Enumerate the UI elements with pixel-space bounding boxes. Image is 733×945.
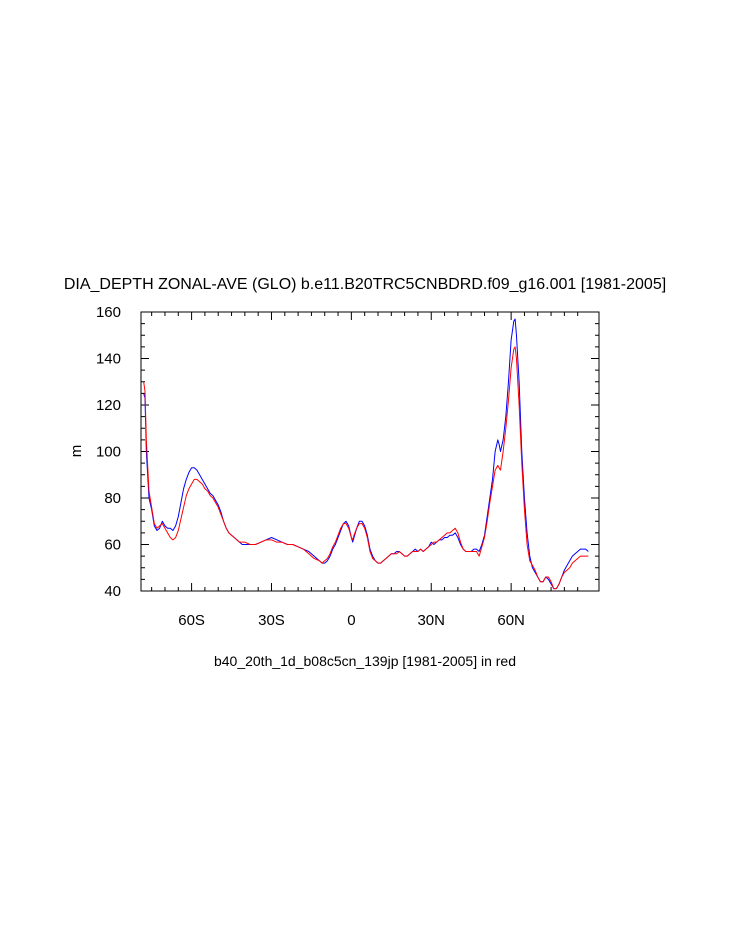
x-tick-label: 60N — [497, 612, 525, 629]
minor-ticks — [141, 312, 599, 591]
x-tick-label: 30N — [417, 612, 445, 629]
y-tick-label: 140 — [96, 351, 121, 368]
x-tick-label: 0 — [347, 612, 355, 629]
chart-title: DIA_DEPTH ZONAL-AVE (GLO) b.e11.B20TRC5C… — [64, 276, 666, 293]
series-line-2 — [143, 346, 589, 590]
x-tick-label: 30S — [258, 612, 285, 629]
y-tick-label: 40 — [104, 583, 121, 600]
y-tick-label: 160 — [96, 304, 121, 321]
y-axis-label: m — [68, 445, 85, 458]
y-tick-label: 100 — [96, 444, 121, 461]
tick-labels: 60S 30S 0 30N 60N 40 60 80 100 120 140 160 — [96, 304, 525, 629]
chart-caption: b40_20th_1d_b08c5cn_139jp [1981-2005] in… — [214, 653, 516, 669]
x-tick-label: 60S — [178, 612, 205, 629]
series-lines — [143, 318, 589, 590]
y-tick-label: 120 — [96, 397, 121, 414]
y-tick-label: 60 — [104, 537, 121, 554]
y-tick-label: 80 — [104, 490, 121, 507]
